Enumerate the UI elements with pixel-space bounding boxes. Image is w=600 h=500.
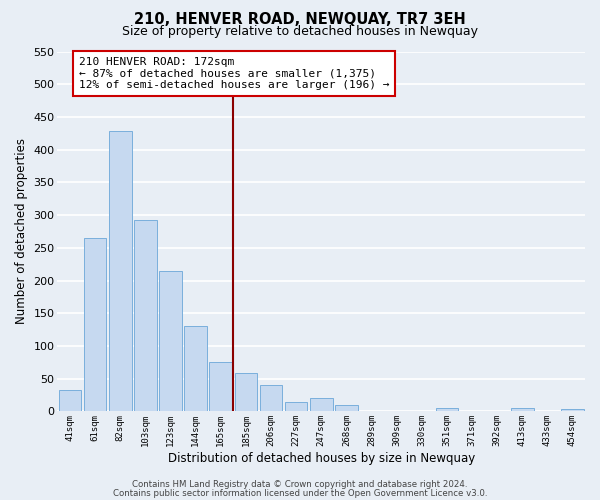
Bar [59,390,82,411]
X-axis label: Distribution of detached houses by size in Newquay: Distribution of detached houses by size … [167,452,475,465]
Bar [159,272,182,412]
Bar [511,408,533,412]
Bar [436,408,458,412]
Text: 210, HENVER ROAD, NEWQUAY, TR7 3EH: 210, HENVER ROAD, NEWQUAY, TR7 3EH [134,12,466,28]
Y-axis label: Number of detached properties: Number of detached properties [15,138,28,324]
Bar [235,373,257,412]
Text: 210 HENVER ROAD: 172sqm
← 87% of detached houses are smaller (1,375)
12% of semi: 210 HENVER ROAD: 172sqm ← 87% of detache… [79,57,389,90]
Text: Contains public sector information licensed under the Open Government Licence v3: Contains public sector information licen… [113,488,487,498]
Bar [184,326,207,412]
Text: Size of property relative to detached houses in Newquay: Size of property relative to detached ho… [122,25,478,38]
Text: Contains HM Land Registry data © Crown copyright and database right 2024.: Contains HM Land Registry data © Crown c… [132,480,468,489]
Bar [260,385,282,411]
Bar [285,402,307,411]
Bar [310,398,332,411]
Bar [561,409,584,412]
Bar [109,132,131,411]
Bar [84,238,106,412]
Bar [335,405,358,411]
Bar [134,220,157,412]
Bar [209,362,232,412]
